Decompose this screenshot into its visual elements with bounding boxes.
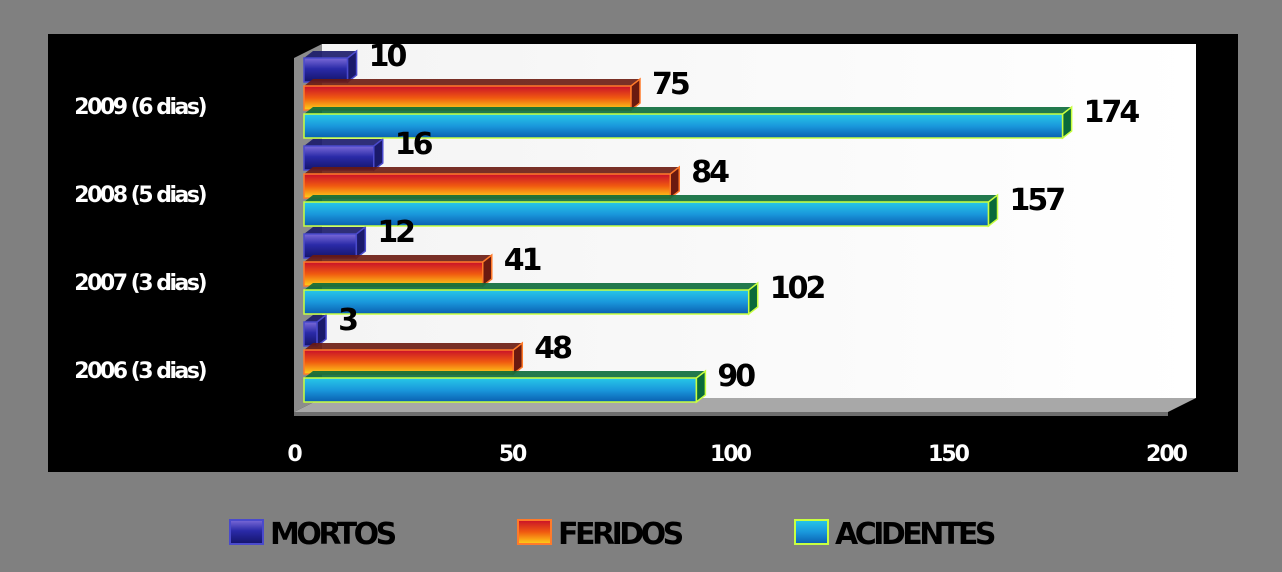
bar-mortos	[303, 313, 327, 348]
data-label: 75	[652, 67, 689, 102]
bar-acidentes	[303, 193, 999, 228]
bar-top-face	[304, 107, 1072, 114]
bar-end-face	[695, 369, 707, 404]
bar-top-face	[304, 139, 383, 146]
x-tick-label: 0	[287, 442, 302, 467]
bar-end-face	[669, 165, 680, 200]
legend-swatch	[794, 519, 829, 545]
bar-end-face	[373, 137, 384, 172]
bar-end-face	[987, 193, 999, 228]
bar-mortos	[303, 49, 358, 84]
data-label: 12	[377, 215, 414, 250]
legend-swatch	[517, 519, 552, 545]
bar-top-face	[304, 343, 523, 350]
bar-front-face	[303, 173, 671, 199]
bar-mortos	[303, 225, 367, 260]
legend: MORTOS FERIDOS ACIDENTES	[229, 517, 998, 552]
bar-end-face	[482, 253, 493, 288]
legend-item-feridos: FERIDOS	[517, 517, 686, 552]
data-label: 48	[534, 331, 572, 366]
legend-item-mortos: MORTOS	[229, 517, 399, 552]
category-label: 2007 (3 dias)	[74, 271, 206, 296]
x-tick-label: 50	[499, 442, 527, 467]
legend-label: FERIDOS	[558, 517, 683, 552]
bar-end-face	[346, 49, 358, 84]
bar-front-face	[303, 261, 484, 287]
data-label: 10	[369, 39, 407, 74]
bar-top-face	[304, 315, 327, 322]
plot-floor-front	[294, 412, 1168, 416]
bar-top-face	[304, 79, 640, 86]
bar-feridos	[303, 253, 493, 288]
bar-mortos	[303, 137, 384, 172]
bar-front-face	[303, 113, 1064, 139]
data-label: 174	[1084, 95, 1140, 130]
data-label: 41	[504, 243, 541, 278]
bar-front-face	[303, 201, 990, 227]
bar-end-face	[512, 341, 524, 376]
data-label: 90	[717, 359, 755, 394]
bar-front-face	[303, 377, 698, 403]
bar-front-face	[303, 349, 515, 375]
data-label: 3	[338, 303, 357, 338]
category-label: 2006 (3 dias)	[74, 359, 206, 384]
bar-front-face	[303, 85, 632, 111]
labels-layer: 2006 (3 dias) 3 48 90 2007 (3 dias) 12 41 102 20…	[74, 39, 1189, 467]
bar-acidentes	[303, 281, 759, 316]
bar-feridos	[303, 165, 680, 200]
bars-layer	[303, 49, 1073, 404]
data-label: 102	[770, 271, 825, 306]
bar-top-face	[304, 227, 366, 234]
bar-front-face	[303, 145, 375, 171]
bar-end-face	[1061, 105, 1073, 140]
bar-end-face	[747, 281, 759, 316]
x-tick-label: 200	[1146, 442, 1188, 467]
bar-top-face	[304, 255, 492, 262]
bar-acidentes	[303, 105, 1073, 140]
bar-top-face	[304, 51, 357, 58]
bar-top-face	[304, 195, 998, 202]
bar-top-face	[304, 283, 758, 290]
bar-acidentes	[303, 369, 707, 404]
bar-front-face	[303, 233, 358, 259]
bar-end-face	[630, 77, 641, 112]
data-label: 157	[1010, 183, 1065, 218]
legend-item-acidentes: ACIDENTES	[794, 517, 998, 552]
bar-end-face	[316, 313, 327, 348]
data-label: 84	[691, 155, 729, 190]
bar-feridos	[303, 341, 524, 376]
bar-feridos	[303, 77, 641, 112]
x-tick-label: 100	[710, 442, 752, 467]
bar-top-face	[304, 371, 706, 378]
bar-front-face	[303, 57, 349, 83]
bar-front-face	[303, 289, 750, 315]
legend-label: ACIDENTES	[835, 517, 995, 552]
x-tick-label: 150	[928, 442, 970, 467]
bar-end-face	[355, 225, 367, 260]
bar-top-face	[304, 167, 680, 174]
bar-front-face	[303, 321, 318, 347]
data-label: 16	[395, 127, 433, 162]
legend-label: MORTOS	[270, 517, 396, 552]
category-label: 2009 (6 dias)	[74, 95, 206, 120]
legend-swatch	[229, 519, 264, 545]
category-label: 2008 (5 dias)	[74, 183, 206, 208]
